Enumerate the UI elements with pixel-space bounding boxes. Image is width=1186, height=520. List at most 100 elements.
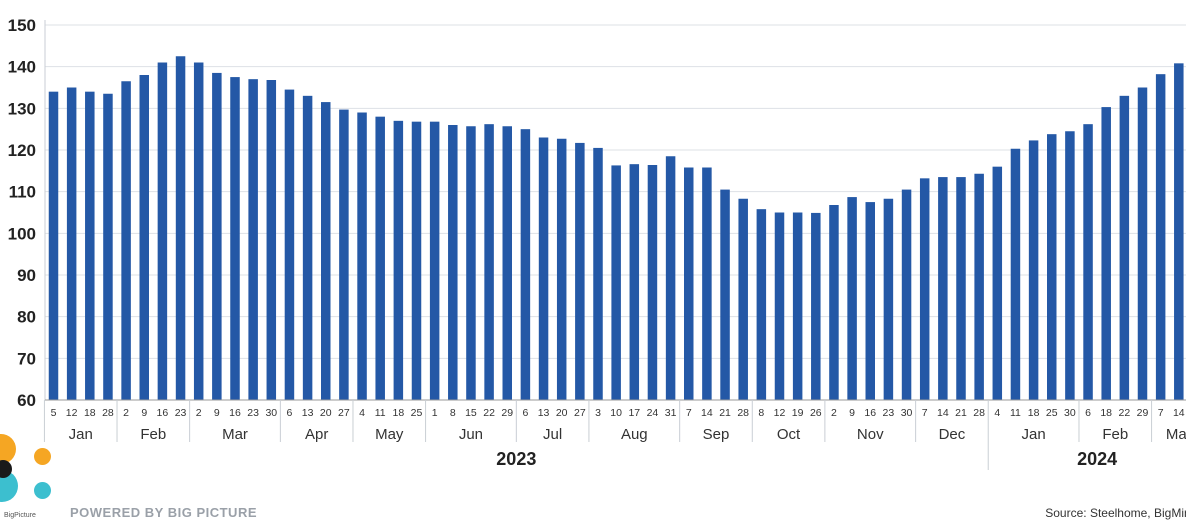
- x-tick-label: 18: [1028, 407, 1040, 419]
- x-tick-label: 20: [556, 407, 568, 419]
- bar: [1119, 95, 1130, 400]
- x-tick-label: 21: [719, 407, 731, 419]
- bar: [774, 212, 785, 400]
- month-label: Jun: [459, 426, 483, 443]
- x-tick-label: 3: [595, 407, 601, 419]
- y-tick-label: 90: [17, 266, 36, 285]
- month-label: Nov: [857, 426, 884, 443]
- bar: [193, 62, 204, 400]
- month-label: May: [375, 426, 404, 443]
- x-tick-label: 14: [1173, 407, 1185, 419]
- bar: [829, 205, 839, 400]
- bar: [865, 202, 875, 400]
- bar: [103, 93, 113, 400]
- y-tick-label: 70: [17, 349, 36, 368]
- x-tick-label: 29: [501, 407, 513, 419]
- logo-orange-dot: [34, 448, 51, 465]
- bar: [1137, 87, 1148, 400]
- x-tick-label: 19: [792, 407, 804, 419]
- x-tick-label: 18: [393, 407, 405, 419]
- bar: [520, 129, 531, 400]
- x-tick-label: 9: [214, 407, 220, 419]
- month-label: Apr: [305, 426, 328, 443]
- bar: [593, 147, 603, 400]
- x-tick-label: 12: [66, 407, 78, 419]
- x-tick-label: 9: [849, 407, 855, 419]
- x-tick-label: 15: [465, 407, 477, 419]
- bar: [992, 166, 1003, 400]
- month-label: Jul: [543, 426, 562, 443]
- month-label: Dec: [939, 426, 966, 443]
- bar: [157, 62, 168, 400]
- month-label: Feb: [1102, 426, 1128, 443]
- x-tick-label: 4: [994, 407, 1000, 419]
- bar: [847, 197, 857, 400]
- x-tick-label: 2: [831, 407, 837, 419]
- bar: [139, 75, 149, 400]
- x-tick-label: 31: [665, 407, 677, 419]
- bar: [212, 72, 222, 401]
- x-tick-label: 28: [973, 407, 985, 419]
- bar: [357, 112, 367, 400]
- x-tick-label: 12: [774, 407, 786, 419]
- x-tick-label: 6: [287, 407, 293, 419]
- x-tick-label: 17: [628, 407, 640, 419]
- y-tick-label: 80: [17, 308, 36, 327]
- bar: [466, 126, 476, 400]
- bar: [647, 165, 658, 400]
- bar: [230, 77, 240, 400]
- bar: [919, 178, 930, 400]
- bar: [411, 121, 422, 401]
- x-tick-label: 7: [1158, 407, 1164, 419]
- bar: [375, 116, 385, 401]
- y-axis: 60 70 80 90 100 110 120 130 140 150: [8, 16, 46, 410]
- y-tick-label: 60: [17, 391, 36, 410]
- y-tick-label: 130: [8, 99, 36, 118]
- x-tick-label: 1: [432, 407, 438, 419]
- bar: [1010, 148, 1021, 400]
- bar: [48, 91, 59, 401]
- x-tick-label: 7: [686, 407, 692, 419]
- source-label: Source: Steelhome, BigMint: [1045, 506, 1186, 520]
- bar: [611, 165, 621, 400]
- x-tick-label: 28: [102, 407, 114, 419]
- x-tick-label: 25: [1046, 407, 1058, 419]
- bar: [393, 120, 404, 400]
- x-tick-label: 27: [338, 407, 350, 419]
- bar: [85, 91, 95, 401]
- x-tick-label: 30: [265, 407, 277, 419]
- bar: [284, 89, 295, 400]
- x-tick-label: 22: [483, 407, 495, 419]
- bar: [429, 121, 440, 401]
- bar: [575, 142, 585, 400]
- x-tick-label: 2: [123, 407, 129, 419]
- bar: [938, 177, 948, 400]
- bar: [66, 87, 77, 400]
- bar: [484, 124, 494, 401]
- x-tick-label: 30: [1064, 407, 1076, 419]
- y-tick-label: 110: [9, 183, 36, 202]
- bar: [1174, 63, 1184, 400]
- month-label: Sep: [703, 426, 730, 443]
- x-tick-label: 13: [538, 407, 550, 419]
- logo-teal-circle: [0, 470, 18, 502]
- x-tick-label: 23: [883, 407, 895, 419]
- bar: [738, 198, 748, 400]
- bar: [665, 156, 676, 400]
- bar: [811, 212, 821, 400]
- x-tick-label: 2: [196, 407, 202, 419]
- x-tick-label: 6: [522, 407, 528, 419]
- x-tick-label: 6: [1085, 407, 1091, 419]
- y-tick-label: 140: [8, 58, 36, 77]
- bar: [339, 109, 349, 400]
- x-tick-label: 29: [1137, 407, 1149, 419]
- bar: [266, 80, 277, 400]
- month-label: Mar: [222, 426, 248, 443]
- logo-teal-dot: [34, 482, 51, 499]
- x-tick-label: 24: [647, 407, 659, 419]
- bar: [502, 126, 512, 400]
- bar: [883, 198, 894, 400]
- x-tick-label: 8: [450, 407, 456, 419]
- y-tick-label: 100: [8, 224, 36, 243]
